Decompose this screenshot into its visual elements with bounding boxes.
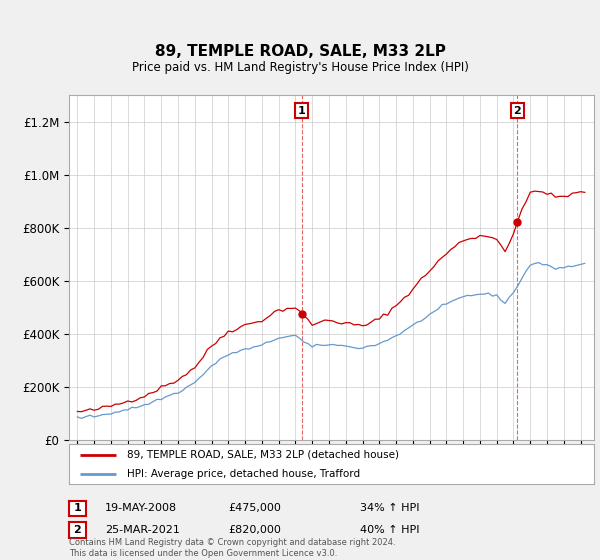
Text: £820,000: £820,000	[228, 525, 281, 535]
Text: 2: 2	[514, 106, 521, 116]
Text: Price paid vs. HM Land Registry's House Price Index (HPI): Price paid vs. HM Land Registry's House …	[131, 61, 469, 74]
Text: 34% ↑ HPI: 34% ↑ HPI	[360, 503, 419, 514]
Text: Contains HM Land Registry data © Crown copyright and database right 2024.
This d: Contains HM Land Registry data © Crown c…	[69, 538, 395, 558]
Text: 2: 2	[74, 525, 81, 535]
Text: 40% ↑ HPI: 40% ↑ HPI	[360, 525, 419, 535]
Text: 19-MAY-2008: 19-MAY-2008	[105, 503, 177, 514]
Text: 89, TEMPLE ROAD, SALE, M33 2LP: 89, TEMPLE ROAD, SALE, M33 2LP	[155, 44, 445, 59]
Text: 1: 1	[298, 106, 305, 116]
Text: £475,000: £475,000	[228, 503, 281, 514]
Text: 25-MAR-2021: 25-MAR-2021	[105, 525, 180, 535]
Text: HPI: Average price, detached house, Trafford: HPI: Average price, detached house, Traf…	[127, 469, 360, 479]
Text: 1: 1	[74, 503, 81, 514]
Text: 89, TEMPLE ROAD, SALE, M33 2LP (detached house): 89, TEMPLE ROAD, SALE, M33 2LP (detached…	[127, 450, 399, 460]
